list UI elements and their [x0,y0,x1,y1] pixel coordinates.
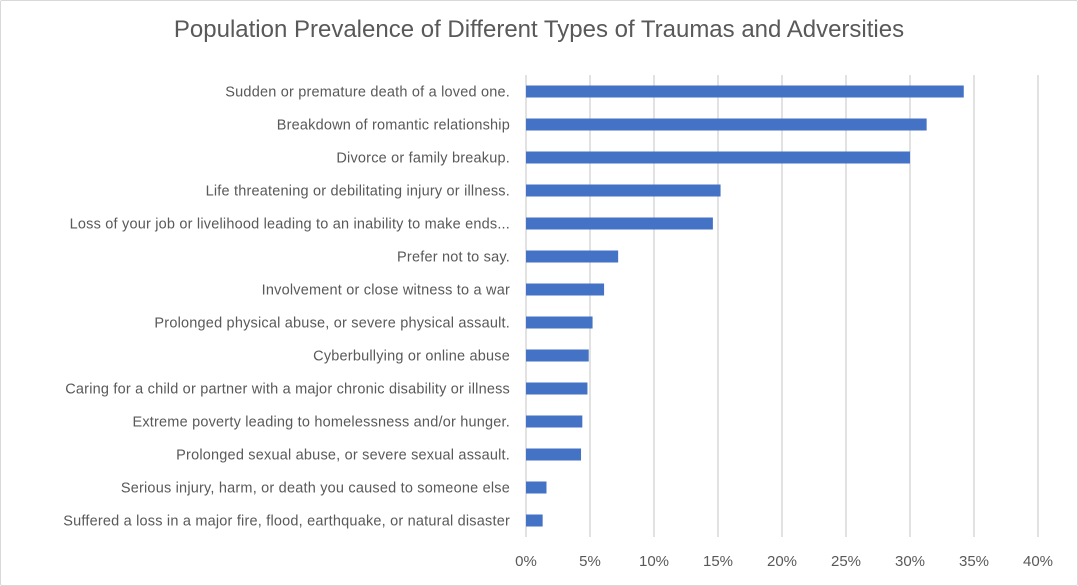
bar [526,316,593,329]
bar [526,250,619,263]
bar [526,151,910,164]
category-label: Extreme poverty leading to homelessness … [132,415,510,431]
category-label: Sudden or premature death of a loved one… [225,85,510,101]
category-label: Loss of your job or livelihood leading t… [70,217,510,233]
bar [526,85,964,98]
bar [526,481,547,494]
category-label: Caring for a child or partner with a maj… [65,382,510,398]
x-tick-label: 10% [639,553,669,570]
category-label: Prolonged physical abuse, or severe phys… [154,316,510,332]
bar [526,382,588,395]
x-tick-label: 40% [1023,553,1053,570]
x-tick-label: 35% [959,553,989,570]
x-tick-label: 25% [831,553,861,570]
x-tick-label: 20% [767,553,797,570]
category-label: Breakdown of romantic relationship [277,118,510,134]
bar [526,349,589,362]
bar [526,514,543,527]
bar [526,283,605,296]
category-label: Cyberbullying or online abuse [313,349,510,365]
category-label: Suffered a loss in a major fire, flood, … [63,514,510,530]
category-label: Prefer not to say. [397,250,510,266]
bar [526,184,721,197]
bar [526,448,582,461]
x-tick-label: 5% [579,553,601,570]
category-label: Prolonged sexual abuse, or severe sexual… [176,448,510,464]
x-tick-label: 15% [703,553,733,570]
chart-title: Population Prevalence of Different Types… [173,16,905,43]
bar [526,217,713,230]
category-label: Divorce or family breakup. [336,151,510,167]
category-label: Serious injury, harm, or death you cause… [121,481,510,497]
bar [526,118,927,131]
category-label: Life threatening or debilitating injury … [206,184,510,200]
x-tick-label: 30% [895,553,925,570]
category-label: Involvement or close witness to a war [262,283,510,299]
bar [526,415,583,428]
x-tick-label: 0% [515,553,537,570]
